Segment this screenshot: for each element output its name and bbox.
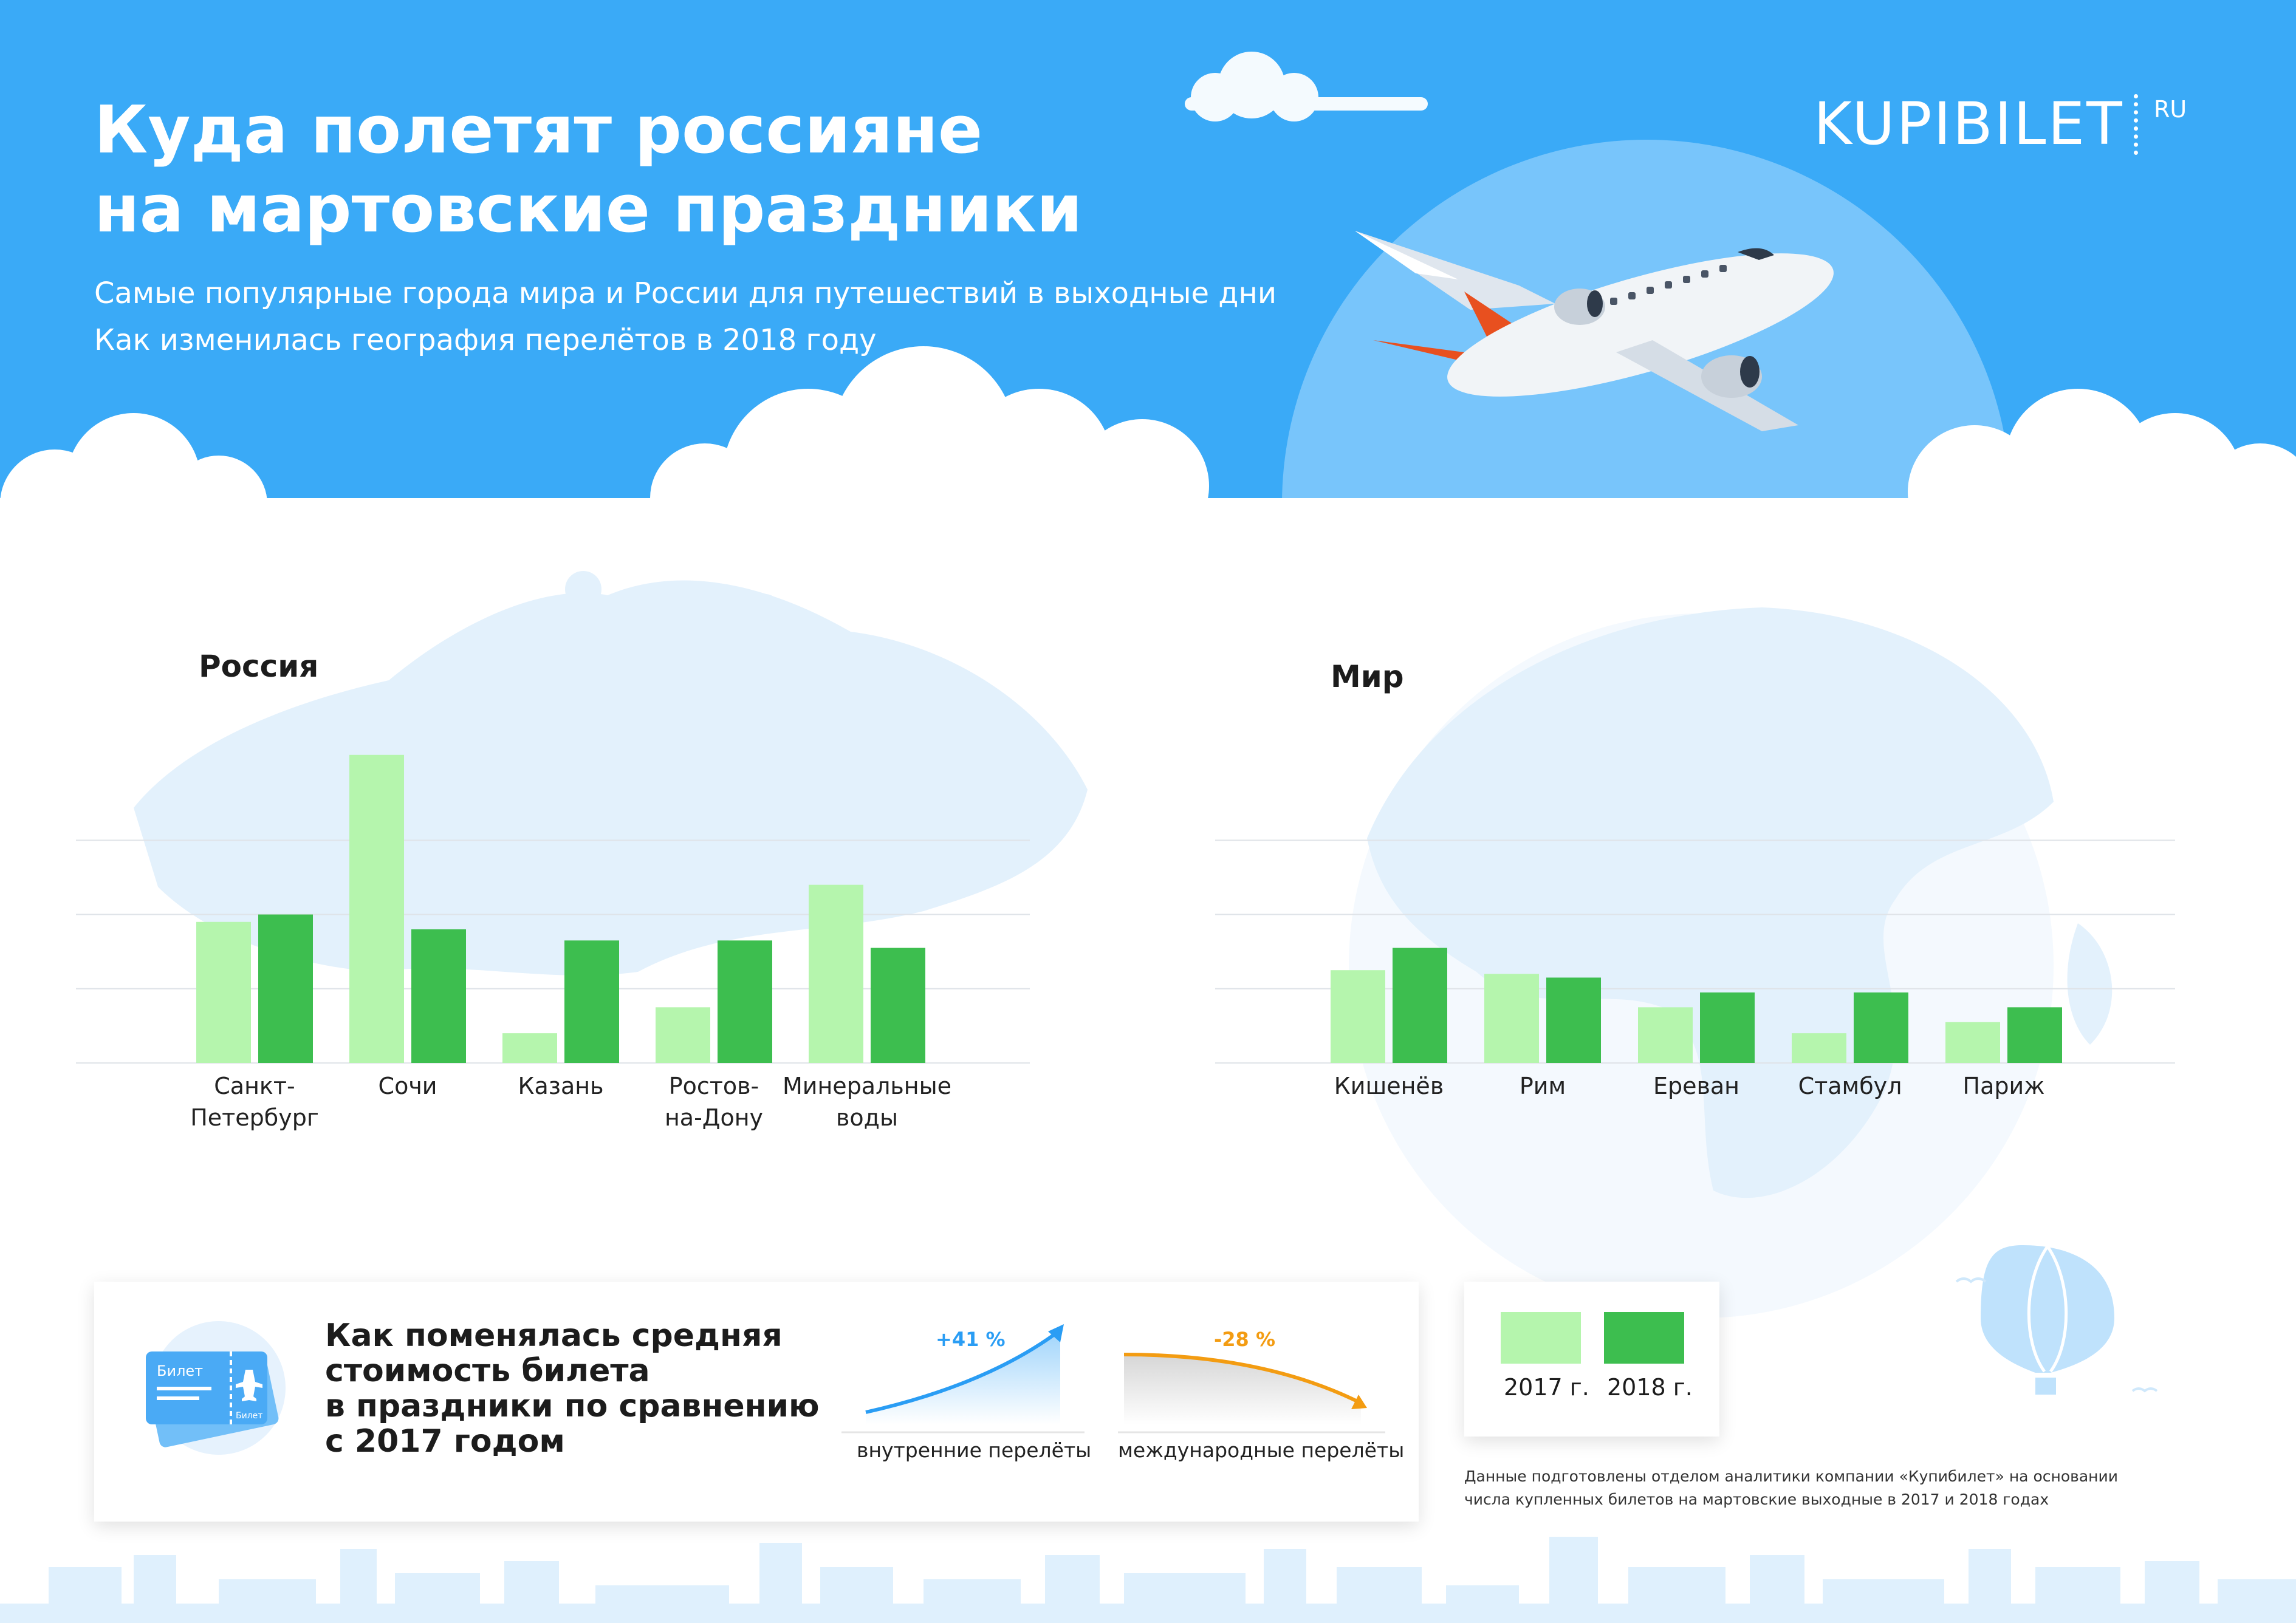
international-change: -28 % <box>1214 1328 1276 1351</box>
bar-2017 <box>196 921 251 1063</box>
bar-2018 <box>1546 977 1601 1063</box>
domestic-trend-graphic <box>841 1324 1085 1433</box>
page-title: Куда полетят россияне на мартовские праз… <box>94 91 1249 249</box>
cost-title-line: Как поменялась средняя <box>325 1317 783 1354</box>
airplane <box>1355 231 1834 431</box>
title-line-2: на мартовские праздники <box>94 171 1083 247</box>
logo-divider <box>2134 94 2143 155</box>
tick-label-line: Париж <box>1962 1073 2045 1099</box>
tick-label-line: Санкт- <box>214 1073 295 1099</box>
bar-2018 <box>258 914 313 1063</box>
tick-label: Париж <box>1907 1070 2101 1102</box>
balloon-illustration <box>1955 1245 2158 1395</box>
source-note-line: Данные подготовлены отделом аналитики ко… <box>1464 1468 2119 1485</box>
cost-title-line: стоимость билета <box>325 1353 650 1389</box>
source-note: Данные подготовлены отделом аналитики ко… <box>1464 1465 2193 1511</box>
tick-label-line: Ростов- <box>668 1073 759 1099</box>
bar-2018 <box>564 940 619 1063</box>
tick-label-line: Ереван <box>1653 1073 1740 1099</box>
cost-title-line: с 2017 годом <box>325 1423 565 1460</box>
plane-glyph-icon <box>236 1370 262 1401</box>
tick-label: Рим <box>1445 1070 1640 1102</box>
tick-label-line: на-Дону <box>664 1104 764 1131</box>
cost-title-line: в праздники по сравнению <box>325 1388 820 1424</box>
bar-2017 <box>349 754 404 1063</box>
bar-2017 <box>1331 970 1385 1063</box>
subtitle-line-2: Как изменилась география перелётов в 201… <box>94 323 877 357</box>
chart-title-russia: Россия <box>199 649 319 684</box>
bar-2017 <box>1945 1022 2000 1063</box>
tick-label-line: Стамбул <box>1798 1073 1902 1099</box>
bar-2017 <box>1638 1007 1693 1063</box>
tick-label: Стамбул <box>1753 1070 1947 1102</box>
tick-label: Санкт- Петербург <box>157 1070 352 1133</box>
bar-2018 <box>1854 992 1908 1063</box>
city-skyline <box>0 1537 2296 1623</box>
cost-title: Как поменялась средняя стоимость билета … <box>325 1318 872 1459</box>
brand-logo-suffix: RU <box>2154 96 2187 123</box>
tick-label: Ростов-на-Дону <box>617 1070 811 1133</box>
tick-label: Ереван <box>1599 1070 1794 1102</box>
bar-2017 <box>809 884 863 1063</box>
tick-label-line: Петербург <box>190 1104 319 1131</box>
subtitle-line-1: Самые популярные города мира и России дл… <box>94 276 1277 310</box>
bar-2017 <box>502 1033 557 1063</box>
bar-2018 <box>1393 948 1447 1063</box>
international-label: международные перелёты <box>1118 1438 1405 1462</box>
ticket-label: Билет <box>157 1362 203 1379</box>
ticket-stub-label: Билет <box>236 1411 262 1421</box>
tick-label: Кишенёв <box>1292 1070 1486 1102</box>
world-bar-chart <box>1215 839 2175 1064</box>
clouds-group <box>0 52 2296 547</box>
tick-label-line: Сочи <box>378 1073 437 1099</box>
ticket-icon: Билет Билет <box>146 1321 286 1455</box>
bar-2018 <box>1700 992 1755 1063</box>
legend-label-2018: 2018 г. <box>1607 1374 1693 1401</box>
header-decor <box>0 52 2296 547</box>
brand-logo: KUPIBILET <box>1814 90 2124 158</box>
bar-2017 <box>1792 1033 1846 1063</box>
tick-label: Казань <box>464 1070 658 1102</box>
bar-2018 <box>871 948 925 1063</box>
tick-label-line: воды <box>836 1104 898 1131</box>
legend-swatch-2018 <box>1604 1312 1684 1364</box>
domestic-change: +41 % <box>936 1328 1006 1351</box>
legend-label-2017: 2017 г. <box>1504 1374 1589 1401</box>
tick-label: Сочи <box>310 1070 505 1102</box>
tick-label-line: Кишенёв <box>1334 1073 1444 1099</box>
domestic-label: внутренние перелёты <box>857 1438 1092 1462</box>
tick-label: Минеральные воды <box>770 1070 964 1133</box>
russia-bar-chart <box>76 754 1030 1064</box>
tick-label-line: Казань <box>518 1073 604 1099</box>
title-line-1: Куда полетят россияне <box>94 92 983 168</box>
chart-title-world: Мир <box>1331 659 1404 694</box>
international-trend-graphic <box>1118 1353 1385 1433</box>
tick-label-line: Рим <box>1519 1073 1566 1099</box>
bar-2018 <box>411 929 466 1063</box>
source-note-line: числа купленных билетов на мартовские вы… <box>1464 1491 2049 1508</box>
bar-2018 <box>718 940 772 1063</box>
tick-label-line: Минеральные <box>782 1073 952 1099</box>
bar-2018 <box>2007 1007 2062 1063</box>
legend-swatch-2017 <box>1501 1312 1581 1364</box>
bar-2017 <box>656 1007 710 1063</box>
bar-2017 <box>1484 974 1539 1063</box>
